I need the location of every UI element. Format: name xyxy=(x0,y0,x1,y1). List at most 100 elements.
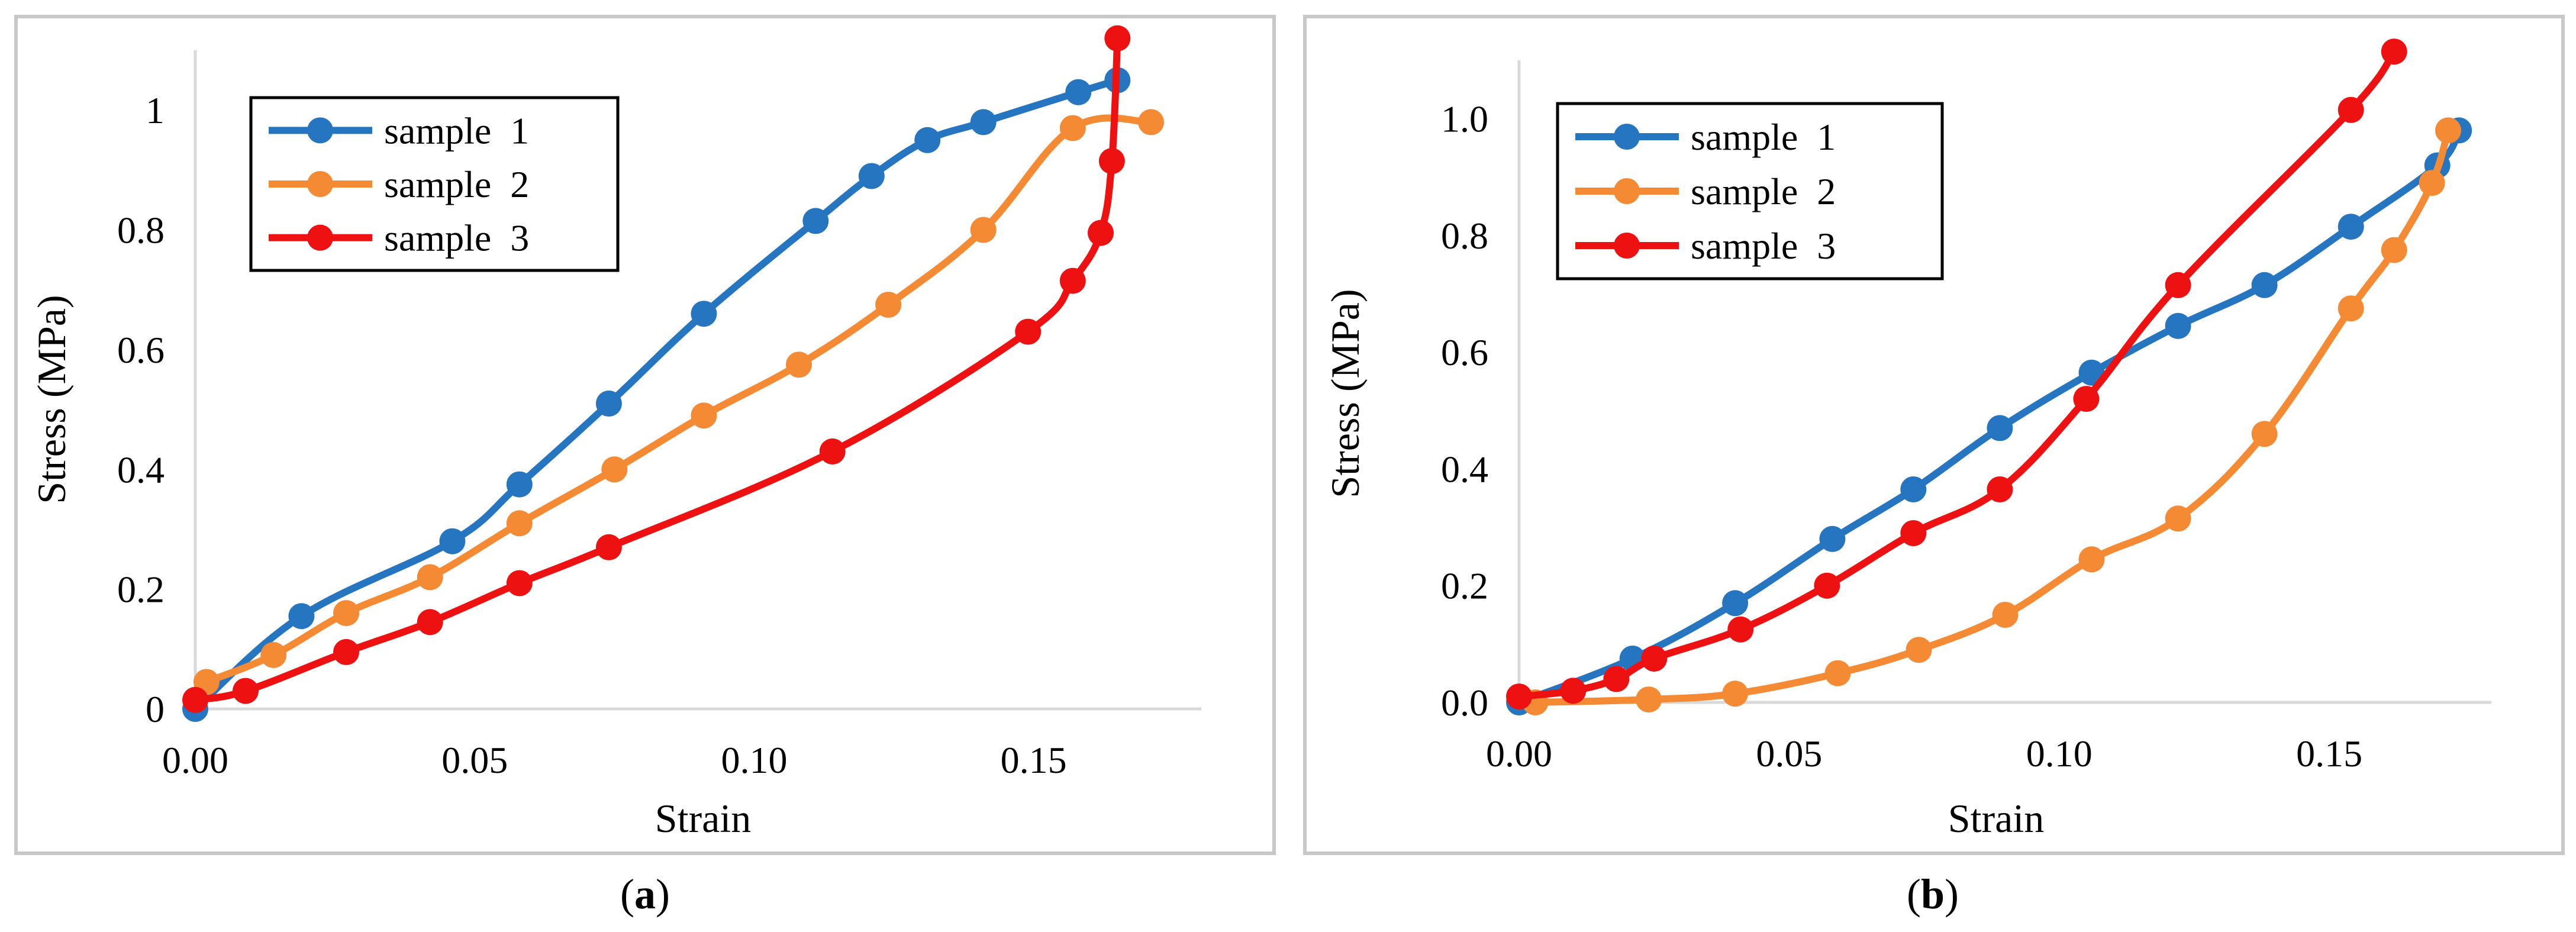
panel-b-x-axis-label: Strain xyxy=(1948,796,2044,841)
panel-a-series-2-point xyxy=(333,600,359,627)
panel-a-legend-label: sample 3 xyxy=(384,217,529,259)
panel-b-series-2-point xyxy=(2381,237,2407,263)
panel-a-series-1-point xyxy=(802,208,829,234)
panel-a-legend-item-1: sample 1 xyxy=(269,109,529,151)
panel-b-series-2-point xyxy=(2435,117,2461,144)
panel-b-axes xyxy=(1517,60,2491,704)
panel-b-series-3-line xyxy=(1516,48,2398,701)
panel-a-series-1-point xyxy=(506,471,533,498)
panel-a-y-tick-label: 0.6 xyxy=(117,329,165,371)
panel-a-x-axis-label: Strain xyxy=(655,796,751,841)
panel-b-series-1-point xyxy=(1987,415,2013,441)
panel-a-series-1-point xyxy=(288,603,315,630)
panel-a: 0 0.2 0.4 0.6 0.8 1 0.00 0.05 0.10 0.15 Strain St… xyxy=(14,15,1276,918)
panel-a-y-tick-label: 0 xyxy=(146,688,165,730)
panel-a-legend-label: sample 1 xyxy=(384,109,529,151)
panel-a-series-2 xyxy=(193,109,1164,695)
panel-b-series-1-point xyxy=(1900,476,1927,502)
panel-a-series-1-point xyxy=(1065,79,1092,105)
panel-b-frame xyxy=(1303,15,2565,855)
panel-b-series-2-point xyxy=(2338,295,2364,322)
panel-a-series-1-point xyxy=(691,301,717,327)
panel-b-series-2-point xyxy=(2419,170,2445,196)
panel-a-series xyxy=(182,25,1164,722)
panel-b-series-2-point xyxy=(1992,602,2019,628)
panel-b-series-3-point xyxy=(2165,272,2191,298)
panel-a-series-2-point xyxy=(786,351,812,378)
panel-b-series-2-point xyxy=(2251,421,2278,447)
panel-a-series-1-point xyxy=(595,391,622,417)
panel-a-series-3-point xyxy=(595,534,622,560)
panel-b-y-tick-label: 1.0 xyxy=(1441,98,1488,140)
panel-a-caption-letter: a xyxy=(634,870,656,918)
panel-a-series-2-point xyxy=(417,564,443,591)
panel-b-legend-item-1: sample 1 xyxy=(1575,116,1836,158)
panel-a-series-3-point xyxy=(1015,318,1042,345)
panel-a-legend-swatch-marker xyxy=(307,171,333,197)
panel-a-legend-item-2: sample 2 xyxy=(269,163,529,205)
panel-a-series-2-point xyxy=(506,510,533,537)
panel-a-y-axis-label: Stress (MPa) xyxy=(29,295,74,504)
panel-a-series-3-point xyxy=(1059,267,1086,294)
panel-b-y-tick-label: 0.2 xyxy=(1441,565,1488,607)
panel-b-series-3-point xyxy=(2073,386,2100,412)
panel-b-legend-item-2: sample 2 xyxy=(1575,170,1836,212)
panel-b-legend-label: sample 3 xyxy=(1691,225,1836,267)
panel-b-series-3-point xyxy=(1727,616,1754,643)
panel-a-legend-item-3: sample 3 xyxy=(269,217,529,259)
panel-a-y-tick-label: 0.2 xyxy=(117,569,165,611)
panel-a-series-2-point xyxy=(1059,115,1086,141)
panel-b-series-1-point xyxy=(2251,272,2278,298)
panel-b-legend-swatch-marker xyxy=(1614,233,1640,259)
panel-a-series-2-point xyxy=(970,217,997,243)
panel-b-series-3-point xyxy=(1603,666,1630,692)
panel-a-series-3-point xyxy=(1098,148,1125,175)
panel-b-legend-item-3: sample 3 xyxy=(1575,225,1836,267)
panel-a-caption: (a) xyxy=(620,870,670,918)
panel-a-y-tick-label: 1 xyxy=(146,89,165,131)
panel-a-x-tick-label: 0.05 xyxy=(441,739,508,781)
panel-a-series-1-point xyxy=(439,528,466,554)
panel-a-series-1-point xyxy=(858,163,885,189)
panel-b-legend-swatch-marker xyxy=(1614,178,1640,204)
panel-a-legend-swatch-marker xyxy=(307,117,333,144)
panel-b-series-2-point xyxy=(1906,637,1932,663)
panel-a-legend: sample 1 sample 2 sample 3 xyxy=(249,96,620,272)
panel-b-series-2-point xyxy=(2165,505,2191,532)
panel-a-x-tick-label: 0.10 xyxy=(721,739,787,781)
panel-a-series-2-point xyxy=(1138,109,1164,136)
panel-b-series-2-point xyxy=(1722,681,1749,707)
panel-a-series-3-point xyxy=(1104,25,1131,51)
panel-b-caption-letter: b xyxy=(1921,870,1945,918)
panel-b-y-tick-label: 0.8 xyxy=(1441,215,1488,257)
panel-b-legend-label: sample 2 xyxy=(1691,170,1836,212)
panel-b: 0.0 0.2 0.4 0.6 0.8 1.0 0.00 0.05 0.10 0.15 Strai… xyxy=(1303,15,2565,918)
panel-a-series-3-point xyxy=(417,609,443,636)
panel-b-series-3-point xyxy=(1987,476,2013,502)
panel-a-legend-label: sample 2 xyxy=(384,163,529,205)
panel-b-series-3-point xyxy=(1641,646,1668,672)
panel-b-y-tick-label: 0.4 xyxy=(1441,448,1488,490)
panel-a-x-tick-label: 0.00 xyxy=(162,739,228,781)
panel-b-series-3-point xyxy=(1506,683,1532,710)
panel-a-series-3-point xyxy=(333,638,359,665)
panel-b-y-tick-label: 0.0 xyxy=(1441,682,1488,724)
panel-b-series-2-point xyxy=(2078,546,2105,573)
panel-a-y-tick-label: 0.4 xyxy=(117,449,165,491)
panel-a-series-3 xyxy=(182,25,1131,713)
panel-a-series-3-point xyxy=(233,678,259,704)
panel-a-tick-labels: 0 0.2 0.4 0.6 0.8 1 0.00 0.05 0.10 0.15 xyxy=(117,89,1067,781)
panel-b-series-3 xyxy=(1506,38,2407,710)
panel-b-legend: sample 1 sample 2 sample 3 xyxy=(1556,102,1944,280)
panel-b-series-1-point xyxy=(2165,312,2191,339)
panel-a-series-2-point xyxy=(260,641,287,668)
panel-b-tick-labels: 0.0 0.2 0.4 0.6 0.8 1.0 0.00 0.05 0.10 0.15 xyxy=(1441,98,2362,775)
panel-a-series-2-point xyxy=(875,292,902,318)
panel-b-series-3-point xyxy=(2338,96,2364,123)
panel-b-x-tick-label: 0.05 xyxy=(1756,733,1822,775)
panel-b-x-tick-label: 0.15 xyxy=(2296,733,2362,775)
panel-b-series-2-point xyxy=(1824,660,1851,686)
panel-b-caption: (b) xyxy=(1907,870,1959,918)
panel-b-series-1-point xyxy=(2338,214,2364,240)
